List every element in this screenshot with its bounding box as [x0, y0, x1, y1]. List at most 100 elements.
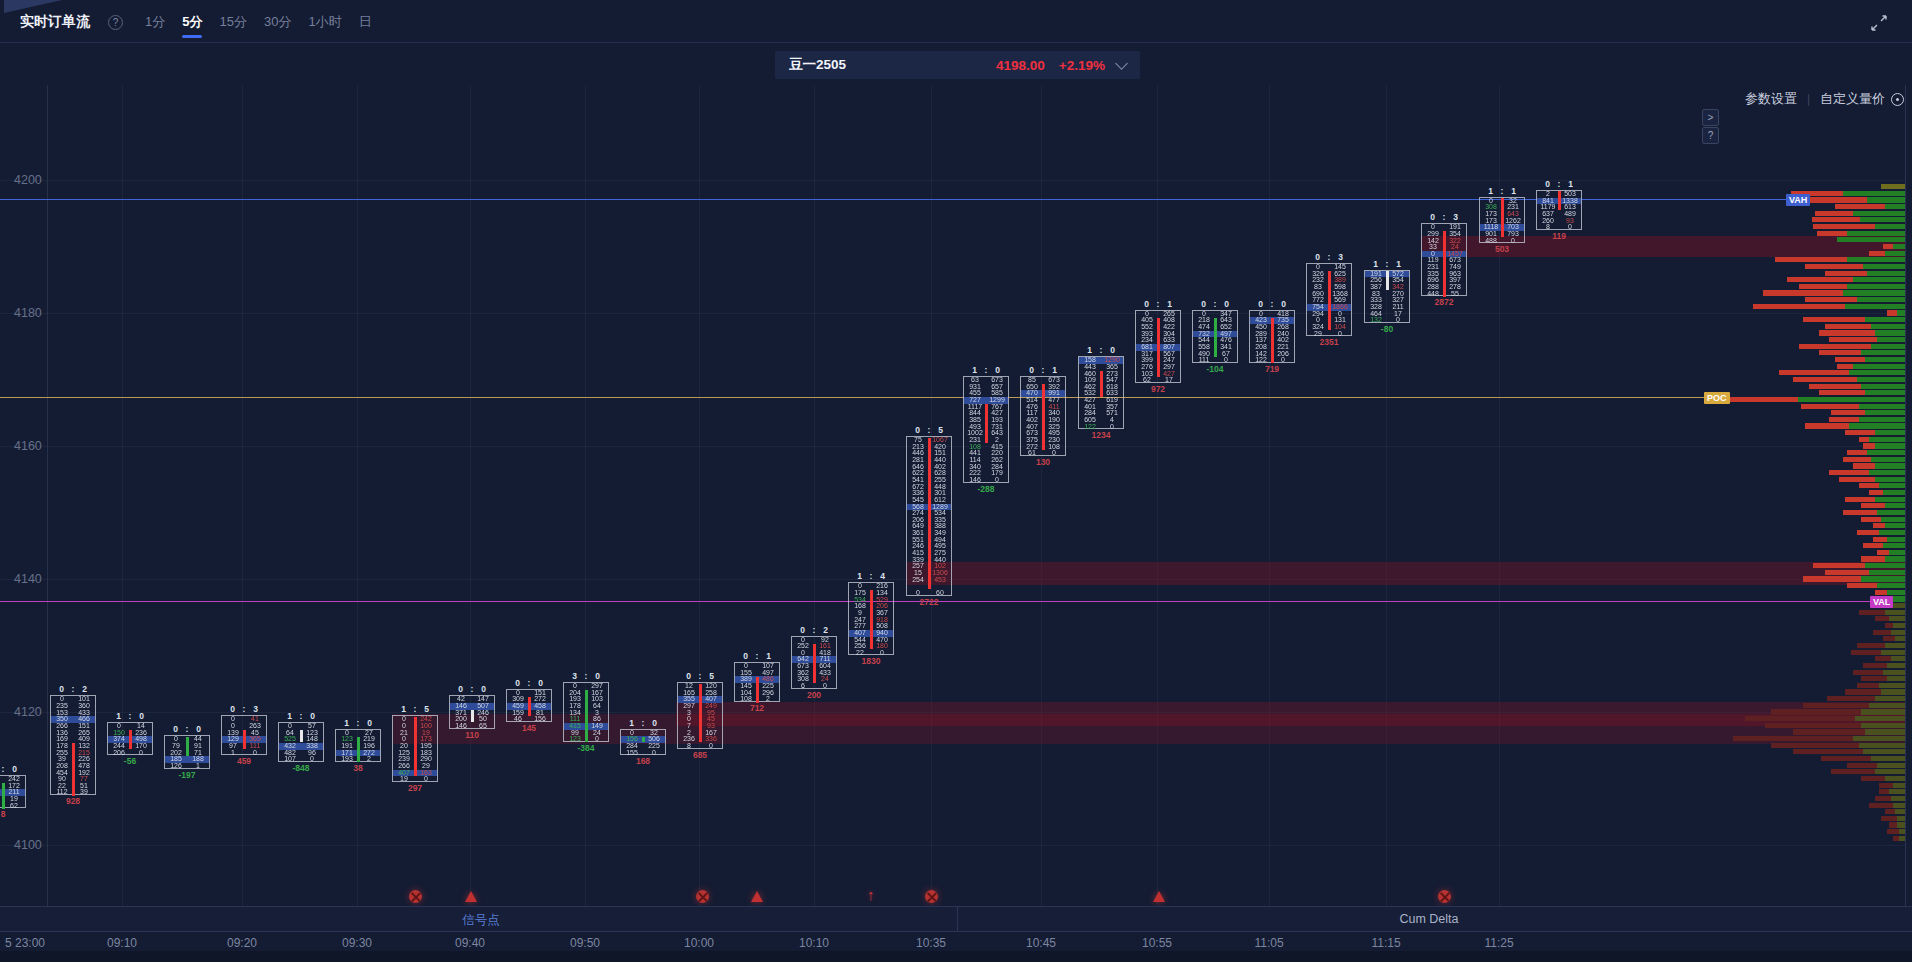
footprint-candle[interactable]: 01071554973894861452251042961082 [734, 662, 780, 702]
volume-profile-row [1485, 437, 1905, 442]
footprint-candle[interactable]: 0347218643474652732497544476558341490671… [1192, 310, 1238, 363]
footprint-candle[interactable]: 6367393165745558572712991117767844427385… [963, 376, 1009, 482]
volume-profile-row [1485, 244, 1905, 249]
volume-profile-row [1485, 404, 1905, 409]
footprint-candle[interactable]: 0297204167193103178641343111864151499924… [563, 682, 609, 742]
volume-profile-row [1485, 264, 1905, 269]
vertical-gridline [470, 85, 471, 932]
footprint-candle[interactable]: 0141502363744982441702060 [107, 722, 153, 755]
volume-profile-row [1485, 696, 1905, 701]
vertical-gridline [1386, 85, 1387, 932]
price-axis-label: 4200 [14, 173, 42, 187]
volume-profile-row [1485, 789, 1905, 794]
footprint-chart: 420041804160414041204100VAHPOCVAL0242517… [0, 0, 1912, 962]
volume-profile-row [1485, 703, 1905, 708]
volume-profile-row [1485, 443, 1905, 448]
candle-delta: 685 [677, 750, 723, 760]
signal-band [0, 906, 1912, 932]
volume-profile-row [1485, 763, 1905, 768]
footprint-candle[interactable]: 7510672134204461512814406464026226285412… [906, 436, 952, 596]
volume-profile-row [1485, 324, 1905, 329]
volume-profile-row [1485, 257, 1905, 262]
volume-profile-row [1485, 417, 1905, 422]
footprint-candle[interactable]: 024251720211519162 [0, 775, 26, 808]
candle-delta: 168 [620, 756, 666, 766]
volume-profile-row [1485, 317, 1905, 322]
footprint-candle[interactable]: 0418423735450268289240137402208221142206… [1249, 310, 1295, 363]
time-axis-label: 09:20 [227, 936, 257, 950]
candle-delta: -80 [1364, 324, 1410, 334]
volume-profile-row [1485, 729, 1905, 734]
volume-profile-row [1485, 537, 1905, 542]
footprint-candle[interactable]: 09225216104186427116736043624333082460 [791, 636, 837, 689]
volume-profile-row [1485, 364, 1905, 369]
time-axis-label: 09:50 [570, 936, 600, 950]
vertical-gridline [242, 85, 243, 932]
footprint-candle[interactable]: 8567365039247099151447747641111734040219… [1020, 376, 1066, 456]
footprint-candle[interactable]: 0145326625232389835986901368772569754186… [1306, 263, 1352, 336]
footprint-candle[interactable]: 0216175134534529168206936724791827750840… [848, 582, 894, 655]
footprint-candle[interactable]: 0242010021190173201951251832392902662940… [392, 715, 438, 782]
volume-profile-row [1485, 550, 1905, 555]
volume-profile-row [1485, 517, 1905, 522]
vertical-gridline [699, 85, 700, 932]
vertical-gridline [1157, 85, 1158, 932]
volume-profile-row [1485, 290, 1905, 295]
vertical-gridline [585, 85, 586, 932]
volume-profile-row [1485, 390, 1905, 395]
candle-delta: -197 [164, 770, 210, 780]
level-tag-poc: POC [1704, 392, 1730, 404]
signal-triangle-icon [465, 891, 477, 902]
volume-profile-row [1485, 783, 1905, 788]
footprint-candle[interactable]: 0265405408552422393304234633681807317567… [1135, 310, 1181, 383]
footprint-candle[interactable]: 0321565062842251550 [620, 729, 666, 756]
volume-profile-row [1485, 357, 1905, 362]
candle-delta: 2872 [1421, 297, 1467, 307]
candle-delta: 972 [1135, 384, 1181, 394]
footprint-candle[interactable]: 421471465073712462005014665 [449, 695, 495, 728]
footprint-candle[interactable]: 032308231173643173126211187039017934880 [1479, 197, 1525, 244]
volume-profile-row [1485, 610, 1905, 615]
candle-delta: -288 [963, 484, 1009, 494]
volume-profile-row [1485, 330, 1905, 335]
footprint-candle[interactable]: 05764123525148432338482961070 [278, 722, 324, 762]
footprint-candle[interactable]: 0101235360153433350466266151136265169409… [50, 695, 96, 795]
candle-delta: 712 [734, 703, 780, 713]
price-axis-label: 4140 [14, 572, 42, 586]
candle-delta: 8 [0, 809, 26, 819]
footprint-candle[interactable]: 0410263139451293659711110 [221, 715, 267, 755]
footprint-candle[interactable]: 0271232191911961712721932 [335, 729, 381, 762]
footprint-candle[interactable]: 0191299354142322332401457119673231749335… [1421, 223, 1467, 296]
level-tag-vah: VAH [1786, 194, 1810, 206]
footprint-candle[interactable]: 0447991202711851881261 [164, 735, 210, 768]
volume-profile-row [1485, 583, 1905, 588]
time-axis-label: 10:45 [1026, 936, 1056, 950]
footprint-candle[interactable]: 1915722563543873428327033332732821146417… [1364, 270, 1410, 323]
volume-profile-row [1485, 709, 1905, 714]
signal-mine-icon [1438, 890, 1451, 903]
volume-profile-row [1485, 656, 1905, 661]
volume-profile-row [1485, 749, 1905, 754]
volume-profile-row [1485, 563, 1905, 568]
volume-profile-row [1485, 384, 1905, 389]
candle-delta: 297 [392, 783, 438, 793]
footprint-candle[interactable]: 01513092724594581598146156 [506, 689, 552, 722]
volume-profile-row [1485, 796, 1905, 801]
signal-mine-icon [696, 890, 709, 903]
footprint-candle[interactable]: 2503841133811796136374892609380 [1536, 190, 1582, 230]
signal-triangle-icon [1153, 891, 1165, 902]
candle-delta: -848 [278, 763, 324, 773]
price-axis-label: 4160 [14, 439, 42, 453]
volume-profile-row [1485, 344, 1905, 349]
footprint-candle[interactable]: 1581290443365460273109547462618532633427… [1078, 356, 1124, 429]
bottom-strip [0, 951, 1912, 962]
candle-delta: 1234 [1078, 430, 1124, 440]
candle-delta: -56 [107, 756, 153, 766]
volume-profile-row [1485, 829, 1905, 834]
volume-profile-row [1485, 716, 1905, 721]
footprint-candle[interactable]: 1212016525835540729724939504579321672363… [677, 682, 723, 749]
volume-profile-row [1485, 776, 1905, 781]
volume-profile-row [1485, 576, 1905, 581]
signal-triangle-icon [751, 891, 763, 902]
candle-delta: 38 [335, 763, 381, 773]
